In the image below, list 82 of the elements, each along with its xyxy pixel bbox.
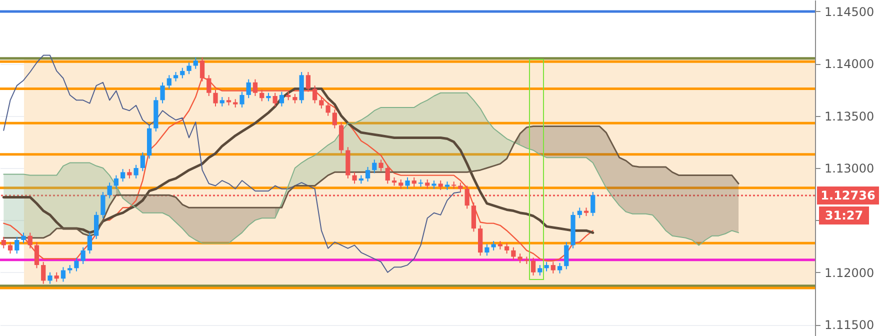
y-tick-label: 1.12000 <box>824 266 874 280</box>
candlestick <box>518 253 522 264</box>
candlestick <box>491 240 496 251</box>
line-series <box>3 54 461 273</box>
candlestick <box>292 93 298 104</box>
candlestick <box>418 178 424 188</box>
candlestick <box>550 261 556 274</box>
candlestick <box>220 96 224 107</box>
candlestick <box>28 232 32 249</box>
candlestick <box>590 192 596 216</box>
candlestick <box>94 211 99 240</box>
candlestick <box>504 242 510 254</box>
candlestick <box>100 192 106 219</box>
candlestick <box>306 72 311 92</box>
candlestick <box>127 168 132 179</box>
candlestick <box>412 176 416 188</box>
candlestick <box>405 176 410 190</box>
candlestick <box>564 242 569 270</box>
candlestick <box>530 257 536 276</box>
candlestick <box>352 172 357 184</box>
candlestick <box>577 207 582 219</box>
text: 31:27 <box>824 208 864 223</box>
candlestick <box>114 174 119 190</box>
candlestick <box>319 96 324 110</box>
candlestick <box>252 78 258 96</box>
candlestick <box>80 246 86 264</box>
y-tick-label: 1.13500 <box>824 109 874 124</box>
candlestick <box>438 180 443 190</box>
candlestick <box>8 242 13 254</box>
candlestick <box>140 152 145 172</box>
candlestick <box>538 264 542 276</box>
candlestick <box>385 164 390 184</box>
line-series <box>3 92 740 246</box>
candlestick <box>511 246 516 260</box>
candlestick <box>193 56 198 70</box>
candlestick <box>544 261 549 272</box>
candlestick <box>60 266 66 282</box>
candlestick <box>34 242 40 269</box>
candlestick <box>365 166 370 182</box>
candlestick <box>14 236 20 254</box>
candlestick <box>279 91 284 107</box>
candlestick <box>74 257 79 272</box>
y-tick-label: 1.14000 <box>824 57 874 72</box>
candlestick <box>120 168 126 182</box>
candlestick <box>524 256 529 264</box>
candlestick <box>48 272 52 284</box>
candlestick <box>557 262 562 274</box>
candlestick <box>272 92 278 107</box>
candlestick <box>160 82 165 104</box>
candlestick <box>41 261 46 284</box>
candlestick <box>206 74 212 96</box>
candlestick <box>166 74 172 90</box>
candlestick <box>312 85 318 104</box>
candlestick <box>240 91 244 108</box>
candlestick <box>21 232 26 244</box>
candlestick <box>107 182 112 199</box>
candlestick <box>87 232 92 254</box>
candlestick <box>246 78 251 99</box>
candlestick <box>326 102 330 116</box>
candlestick <box>378 159 384 172</box>
ref-line-label: 1.12736 <box>820 188 876 203</box>
candlestick <box>332 109 337 129</box>
candlestick <box>471 202 476 232</box>
candlestick <box>213 89 218 107</box>
y-tick-label: 1.13000 <box>824 162 874 176</box>
candlestick <box>478 224 483 256</box>
candlestick <box>54 272 59 282</box>
y-tick-label: 1.14500 <box>824 4 874 19</box>
candlestick <box>484 244 490 256</box>
y-tick-label: 1.11500 <box>824 318 874 332</box>
candlestick <box>173 72 178 82</box>
candlestick <box>458 182 463 192</box>
candlestick <box>200 56 205 82</box>
candlestick <box>452 181 456 190</box>
candlestick <box>1 236 6 249</box>
candlestick <box>180 67 185 79</box>
candlestick <box>372 159 377 174</box>
candlestick <box>186 62 192 75</box>
candlestick <box>134 164 138 179</box>
candlestick <box>398 178 404 190</box>
candlestick <box>260 89 264 102</box>
candlestick <box>425 178 430 190</box>
